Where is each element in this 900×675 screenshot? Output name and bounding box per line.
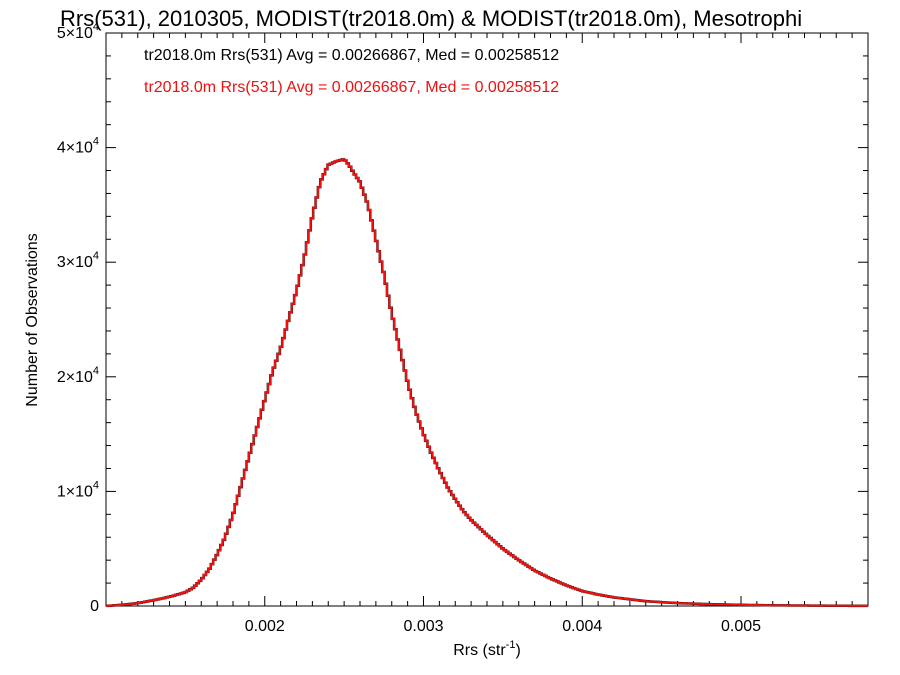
y-tick-label-4: 4×104 <box>57 136 99 157</box>
legend-entry-red: tr2018.0m Rrs(531) Avg = 0.00266867, Med… <box>144 79 559 96</box>
y-axis-ticks: 0 1×104 2×104 3×104 4×104 5×104 <box>57 21 868 615</box>
x-axis-label-sup: -1 <box>506 639 516 651</box>
x-tick-label-3: 0.005 <box>721 618 761 635</box>
y-tick-label-1: 1×104 <box>57 479 99 500</box>
y-tick-label-0: 0 <box>90 598 99 615</box>
x-tick-label-0: 0.002 <box>245 618 285 635</box>
x-axis-ticks: 0.002 0.003 0.004 0.005 <box>121 33 853 635</box>
x-tick-label-1: 0.003 <box>403 618 443 635</box>
y-tick-label-5: 5×104 <box>57 21 99 42</box>
y-tick-label-2: 2×104 <box>57 365 99 386</box>
y-tick-label-3: 3×104 <box>57 250 99 271</box>
series-line-red <box>106 158 868 607</box>
chart-title: Rrs(531), 2010305, MODIST(tr2018.0m) & M… <box>60 6 802 31</box>
legend-entry-black: tr2018.0m Rrs(531) Avg = 0.00266867, Med… <box>144 47 559 64</box>
x-tick-label-2: 0.004 <box>562 618 602 635</box>
series-line-black <box>106 158 868 608</box>
x-axis-label-text: Rrs (str <box>453 642 506 659</box>
y-axis-label: Number of Observations <box>24 233 41 406</box>
plot-frame <box>105 32 869 607</box>
series-group <box>106 158 868 608</box>
x-axis-label-close: ) <box>515 642 520 659</box>
x-axis-label: Rrs (str-1) <box>453 639 521 659</box>
